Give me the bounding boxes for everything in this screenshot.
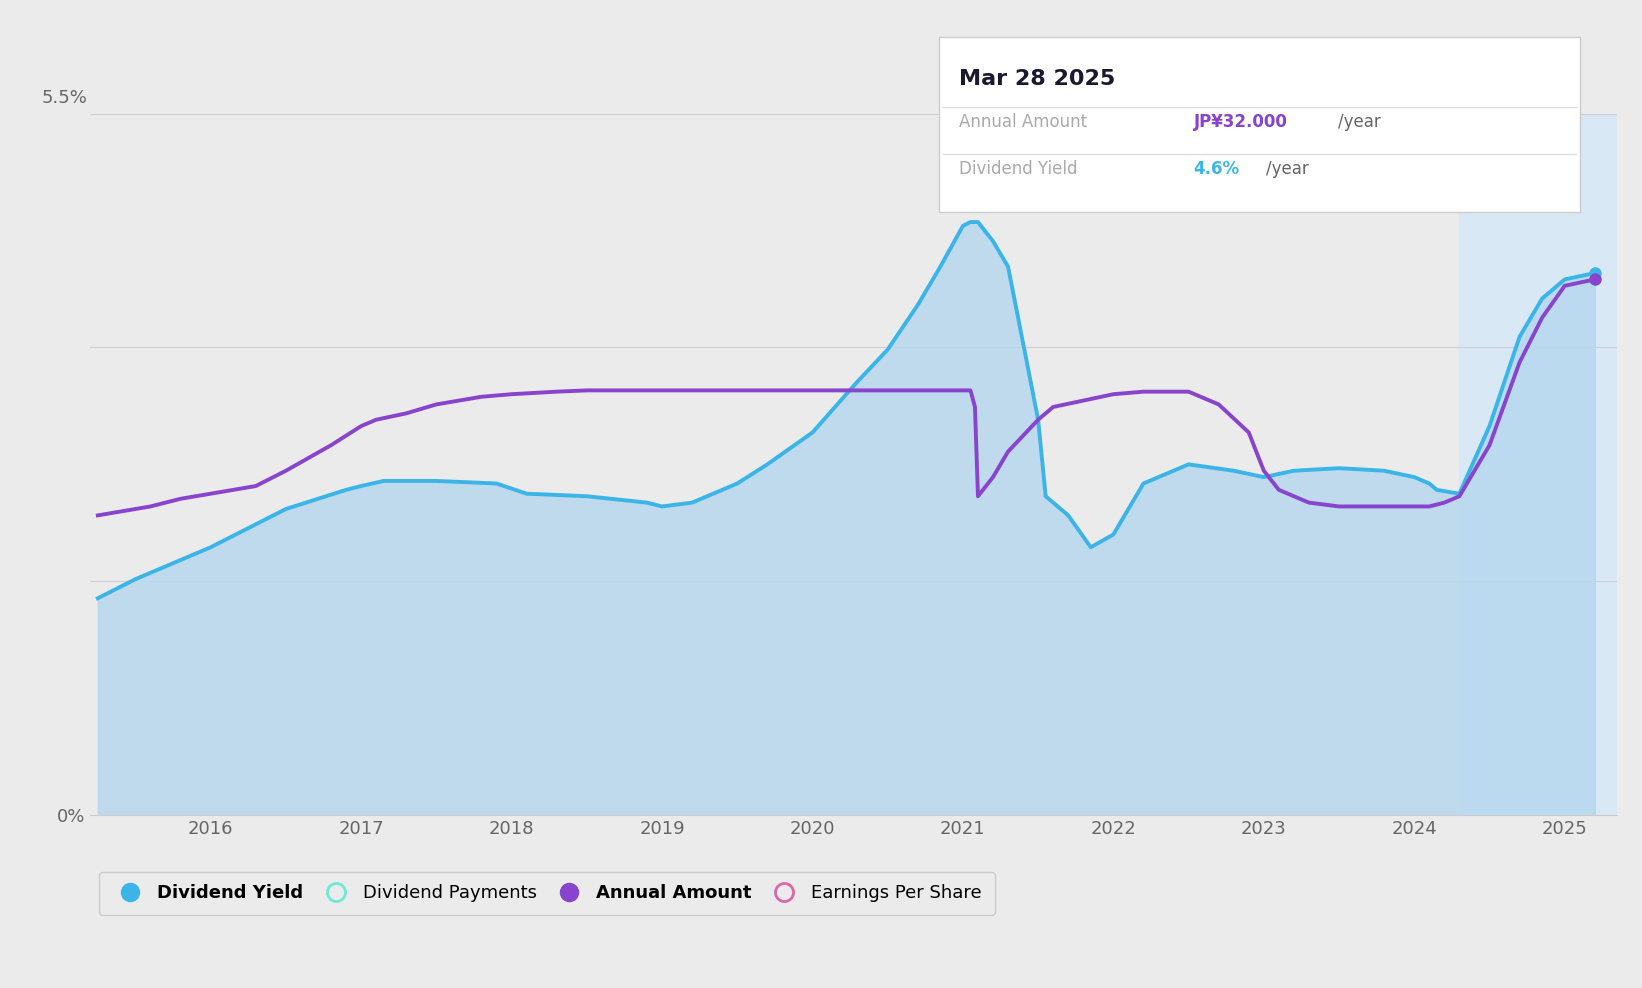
Text: 5.5%: 5.5%	[41, 89, 87, 107]
Text: 4.6%: 4.6%	[1194, 160, 1240, 178]
Bar	[1460, 114, 1617, 815]
Legend: Dividend Yield, Dividend Payments, Annual Amount, Earnings Per Share: Dividend Yield, Dividend Payments, Annua…	[99, 871, 995, 915]
Text: /year: /year	[1266, 160, 1309, 178]
Text: Dividend Yield: Dividend Yield	[959, 160, 1077, 178]
Text: Past: Past	[1466, 138, 1504, 156]
Text: Mar 28 2025: Mar 28 2025	[959, 69, 1115, 89]
Text: JP¥32.000: JP¥32.000	[1194, 113, 1287, 130]
Text: Annual Amount: Annual Amount	[959, 113, 1087, 130]
Text: /year: /year	[1338, 113, 1381, 130]
